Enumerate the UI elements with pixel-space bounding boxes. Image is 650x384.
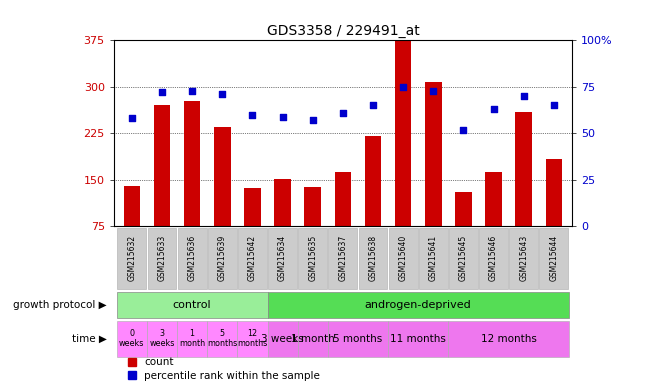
- FancyBboxPatch shape: [479, 228, 508, 289]
- Bar: [365, 136, 382, 227]
- Bar: [304, 187, 321, 227]
- FancyBboxPatch shape: [238, 228, 267, 289]
- FancyBboxPatch shape: [268, 292, 569, 318]
- Point: [428, 88, 439, 94]
- Text: GSM215642: GSM215642: [248, 235, 257, 281]
- FancyBboxPatch shape: [237, 321, 268, 357]
- FancyBboxPatch shape: [328, 228, 358, 289]
- Text: GSM215634: GSM215634: [278, 235, 287, 281]
- Text: GSM215644: GSM215644: [549, 235, 558, 281]
- Bar: [153, 106, 170, 227]
- Point: [549, 103, 559, 109]
- FancyBboxPatch shape: [147, 321, 177, 357]
- Bar: [395, 40, 411, 227]
- Text: GSM215633: GSM215633: [157, 235, 166, 281]
- Text: GSM215637: GSM215637: [339, 235, 347, 281]
- FancyBboxPatch shape: [118, 228, 146, 289]
- Point: [217, 91, 228, 98]
- Text: 0
weeks: 0 weeks: [119, 329, 144, 348]
- FancyBboxPatch shape: [177, 321, 207, 357]
- Point: [398, 84, 408, 90]
- Bar: [545, 159, 562, 227]
- Bar: [335, 172, 351, 227]
- Point: [519, 93, 529, 99]
- Legend: count, percentile rank within the sample: count, percentile rank within the sample: [124, 353, 324, 384]
- FancyBboxPatch shape: [448, 321, 569, 357]
- FancyBboxPatch shape: [298, 321, 328, 357]
- Text: growth protocol ▶: growth protocol ▶: [13, 300, 107, 310]
- FancyBboxPatch shape: [177, 228, 207, 289]
- Point: [307, 117, 318, 123]
- FancyBboxPatch shape: [268, 321, 298, 357]
- Bar: [486, 172, 502, 227]
- FancyBboxPatch shape: [207, 321, 237, 357]
- Bar: [124, 186, 140, 227]
- FancyBboxPatch shape: [117, 321, 147, 357]
- Text: GSM215636: GSM215636: [188, 235, 197, 281]
- FancyBboxPatch shape: [328, 321, 388, 357]
- FancyBboxPatch shape: [148, 228, 176, 289]
- Text: control: control: [173, 300, 211, 310]
- Bar: [515, 112, 532, 227]
- FancyBboxPatch shape: [449, 228, 478, 289]
- Text: 5 months: 5 months: [333, 334, 383, 344]
- Text: GSM215635: GSM215635: [308, 235, 317, 281]
- FancyBboxPatch shape: [419, 228, 448, 289]
- Text: 11 months: 11 months: [390, 334, 446, 344]
- Point: [368, 103, 378, 109]
- Bar: [184, 101, 200, 227]
- Bar: [244, 188, 261, 227]
- FancyBboxPatch shape: [388, 321, 448, 357]
- Text: GSM215632: GSM215632: [127, 235, 136, 281]
- Text: 12 months: 12 months: [481, 334, 537, 344]
- FancyBboxPatch shape: [510, 228, 538, 289]
- Text: GSM215646: GSM215646: [489, 235, 498, 281]
- Bar: [214, 127, 231, 227]
- Point: [338, 110, 348, 116]
- Point: [278, 114, 288, 120]
- Text: 1
month: 1 month: [179, 329, 205, 348]
- FancyBboxPatch shape: [268, 228, 297, 289]
- FancyBboxPatch shape: [117, 292, 268, 318]
- Text: 5
months: 5 months: [207, 329, 237, 348]
- Text: 1 month: 1 month: [291, 334, 335, 344]
- Text: androgen-deprived: androgen-deprived: [365, 300, 472, 310]
- Text: GSM215643: GSM215643: [519, 235, 528, 281]
- Point: [458, 127, 469, 133]
- Text: GSM215639: GSM215639: [218, 235, 227, 281]
- Text: GSM215640: GSM215640: [398, 235, 408, 281]
- Point: [247, 112, 257, 118]
- Text: time ▶: time ▶: [72, 334, 107, 344]
- FancyBboxPatch shape: [298, 228, 327, 289]
- Text: GSM215638: GSM215638: [369, 235, 378, 281]
- FancyBboxPatch shape: [208, 228, 237, 289]
- Point: [157, 89, 167, 96]
- Text: GSM215645: GSM215645: [459, 235, 468, 281]
- Bar: [455, 192, 472, 227]
- Point: [127, 116, 137, 122]
- Text: 3 weeks: 3 weeks: [261, 334, 304, 344]
- Bar: [425, 82, 441, 227]
- FancyBboxPatch shape: [359, 228, 387, 289]
- Point: [488, 106, 499, 112]
- Bar: [274, 179, 291, 227]
- FancyBboxPatch shape: [540, 228, 568, 289]
- Text: GSM215641: GSM215641: [429, 235, 438, 281]
- Title: GDS3358 / 229491_at: GDS3358 / 229491_at: [266, 24, 419, 38]
- FancyBboxPatch shape: [389, 228, 418, 289]
- Point: [187, 88, 198, 94]
- Text: 12
months: 12 months: [237, 329, 268, 348]
- Text: 3
weeks: 3 weeks: [150, 329, 175, 348]
